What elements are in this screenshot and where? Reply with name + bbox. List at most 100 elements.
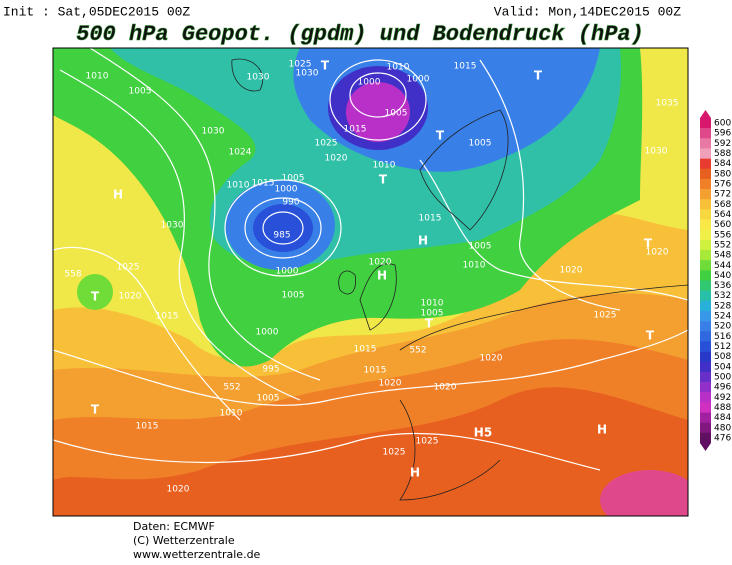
colorbar-cell <box>700 260 711 271</box>
colorbar-label: 600 <box>714 119 731 129</box>
coastlines <box>231 58 688 501</box>
pressure-center: T <box>91 403 100 417</box>
isobar-label: 1005 <box>469 242 492 252</box>
isobar-label: 1015 <box>454 62 477 72</box>
isobar-label: 1010 <box>387 63 410 73</box>
colorbar-cell <box>700 392 711 403</box>
isobar-label: 1000 <box>358 78 381 88</box>
colorbar-arrow-top <box>700 110 711 118</box>
colorbar-label: 476 <box>714 433 731 443</box>
isobar-label: 1000 <box>275 185 298 195</box>
colorbar-cell <box>700 290 711 302</box>
isobar-label: 1010 <box>463 261 486 271</box>
colorbar-label: 568 <box>714 200 731 210</box>
isobar-label: 1010 <box>227 181 250 191</box>
colorbar-cell <box>700 219 711 231</box>
map-labels: 10101005103010251030T1000101010001015T10… <box>64 59 678 495</box>
colorbar-cell <box>700 382 711 393</box>
website: www.wetterzentrale.de <box>133 548 261 561</box>
isobar-label: 1020 <box>560 266 583 276</box>
isobar-label: 1020 <box>119 292 142 302</box>
isobar-label: 552 <box>409 346 426 356</box>
colorbar-label: 596 <box>714 129 731 139</box>
isobar-label: 1005 <box>469 139 492 149</box>
pressure-center: H <box>597 423 607 437</box>
colorbar-label: 552 <box>714 240 731 250</box>
pressure-center: T <box>436 129 445 143</box>
colorbar-label: 496 <box>714 383 731 393</box>
isobar-label: 1030 <box>161 221 184 231</box>
colorbar-label: 536 <box>714 281 731 291</box>
colorbar-label: 544 <box>714 261 731 271</box>
pressure-center: T <box>644 237 653 251</box>
zone-pink <box>600 470 688 516</box>
colorbar-cell <box>700 412 711 423</box>
colorbar-label: 548 <box>714 251 731 261</box>
colorbar-cell <box>700 432 711 444</box>
isobar-label: 1015 <box>252 179 275 189</box>
colorbar-label: 524 <box>714 312 731 322</box>
colorbar-cell <box>700 189 711 200</box>
isobar-label: 1005 <box>129 87 152 97</box>
zone-purple <box>346 82 410 142</box>
zone-small-low <box>77 274 113 310</box>
colorbar-cell <box>700 300 711 312</box>
isobar-label: 1025 <box>416 437 439 447</box>
isobar-label: 1005 <box>282 291 305 301</box>
isobar-label: 1030 <box>202 127 225 137</box>
colorbar-arrow-bottom <box>700 443 711 451</box>
isobar-label: 1000 <box>276 267 299 277</box>
isobar-label: 1030 <box>296 69 319 79</box>
isobar-label: 1020 <box>434 383 457 393</box>
copyright: (C) Wetterzentrale <box>133 534 235 547</box>
colorbar-cell <box>700 250 711 261</box>
pressure-center: H <box>410 466 420 480</box>
colorbar-label: 540 <box>714 271 731 281</box>
colorbar-cell <box>700 148 711 159</box>
isobar-label: 1015 <box>156 312 179 322</box>
pressure-center: H <box>418 234 428 248</box>
pressure-center: T <box>534 69 543 83</box>
pressure-center: H <box>113 188 123 202</box>
colorbar-label: 572 <box>714 190 731 200</box>
pressure-center: T <box>91 290 100 304</box>
init-time: Init : Sat,05DEC2015 00Z <box>3 4 190 19</box>
colorbar-label: 508 <box>714 352 731 362</box>
isobar-label: 1030 <box>645 147 668 157</box>
isobar-label: 1005 <box>282 174 305 184</box>
colorbar-label: 532 <box>714 291 731 301</box>
colorbar-label: 528 <box>714 301 731 311</box>
colorbar-label: 520 <box>714 322 731 332</box>
colorbar-label: 488 <box>714 403 731 413</box>
isobar-label: 1035 <box>656 99 679 109</box>
isobar-label: 1025 <box>383 448 406 458</box>
isobar-label: 990 <box>282 198 299 208</box>
isobar-label: 1000 <box>407 75 430 85</box>
isobar-label: 1015 <box>136 422 159 432</box>
isobar-label: 1015 <box>354 345 377 355</box>
colorbar-cell <box>700 199 711 210</box>
colorbar-cell <box>700 229 711 241</box>
isobar-label: 1015 <box>344 125 367 135</box>
colorbar-cell <box>700 361 711 373</box>
isobar-label: 1020 <box>646 248 669 258</box>
isobars <box>53 48 688 471</box>
colorbar-cell <box>700 310 711 322</box>
map-frame <box>52 47 689 517</box>
colorbar-label: 500 <box>714 372 731 382</box>
isobar-label: 1025 <box>594 311 617 321</box>
isobar-label: 1010 <box>373 161 396 171</box>
isobar-label: 1010 <box>220 409 243 419</box>
isobar-label: 1024 <box>229 148 252 158</box>
colorbar-cell <box>700 128 711 139</box>
valid-time: Valid: Mon,14DEC2015 00Z <box>494 4 681 19</box>
colorbar-label: 492 <box>714 393 731 403</box>
colorbar-label: 504 <box>714 362 731 372</box>
zone-deep-low <box>253 204 313 252</box>
isobar-label: 1025 <box>117 263 140 273</box>
colorbar: 6005965925885845805765725685645605565525… <box>700 110 731 451</box>
colorbar-label: 556 <box>714 230 731 240</box>
colorbar-cell <box>700 118 711 129</box>
isobar-label: 552 <box>223 383 240 393</box>
